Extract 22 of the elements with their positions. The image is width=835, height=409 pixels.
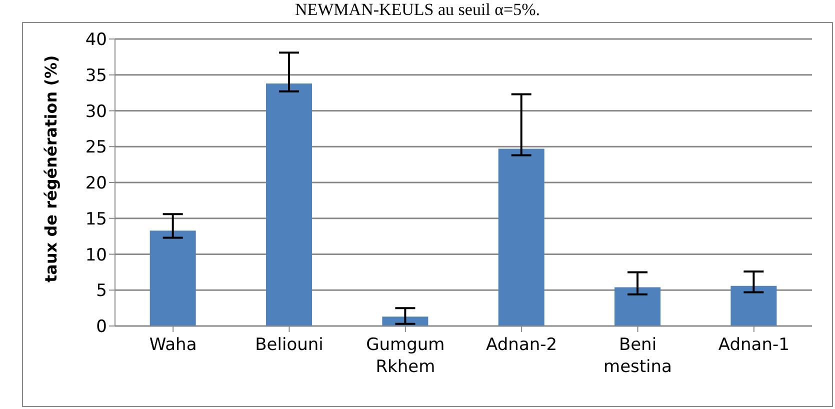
y-tick-label: 30 bbox=[85, 102, 107, 122]
y-tick-label: 35 bbox=[85, 66, 107, 86]
bar bbox=[150, 230, 196, 326]
y-tick-label: 20 bbox=[85, 174, 107, 194]
y-tick-label: 25 bbox=[85, 138, 107, 158]
y-tick-label: 15 bbox=[85, 209, 107, 230]
bar bbox=[614, 287, 661, 326]
x-tick-label: Adnan-1 bbox=[718, 335, 790, 355]
x-tick-label: Beliouni bbox=[255, 335, 324, 355]
x-tick-label: Adnan-2 bbox=[486, 335, 558, 355]
x-tick-label: Waha bbox=[149, 335, 197, 355]
x-tick-label: Beni mestina bbox=[604, 335, 672, 377]
y-tick-label: 0 bbox=[96, 317, 107, 338]
y-tick-label: 40 bbox=[85, 30, 107, 50]
y-tick-label: 5 bbox=[96, 281, 107, 302]
y-tick-label: 10 bbox=[85, 245, 107, 266]
bar bbox=[498, 148, 544, 326]
bar bbox=[730, 286, 777, 326]
chart-title: NEWMAN-KEULS au seuil α=5%. bbox=[294, 0, 542, 20]
bar bbox=[266, 83, 312, 326]
x-tick-label: Gumgum Rkhem bbox=[366, 335, 445, 377]
y-axis-title: taux de régénération (%) bbox=[42, 55, 61, 282]
